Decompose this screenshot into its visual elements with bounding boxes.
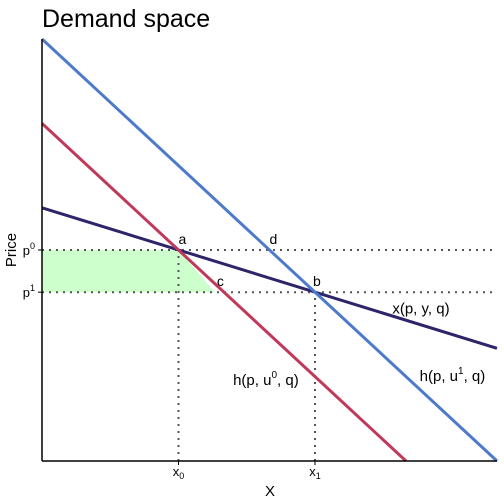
series-line-2 (40, 122, 408, 463)
y-tick-label: p0 (23, 241, 35, 258)
shaded-surplus-region (42, 250, 215, 293)
point-label-d: d (270, 231, 278, 247)
y-tick-label: p1 (23, 283, 35, 300)
point-label-b: b (313, 273, 321, 289)
chart-title: Demand space (42, 5, 210, 33)
series-line-3 (40, 37, 499, 463)
x-tick-label: x0 (173, 464, 185, 481)
x-axis-label: X (265, 483, 275, 500)
series-label-2: h(p, u0, q) (233, 370, 299, 389)
series-line-1 (41, 206, 498, 350)
y-axis-label: Price (3, 233, 20, 267)
series-label-3: h(p, u1, q) (420, 366, 486, 385)
point-label-c: c (217, 273, 224, 289)
series-label-1: x(p, y, q) (392, 300, 449, 317)
x-tick-label: x1 (309, 464, 321, 481)
point-label-a: a (179, 231, 187, 247)
